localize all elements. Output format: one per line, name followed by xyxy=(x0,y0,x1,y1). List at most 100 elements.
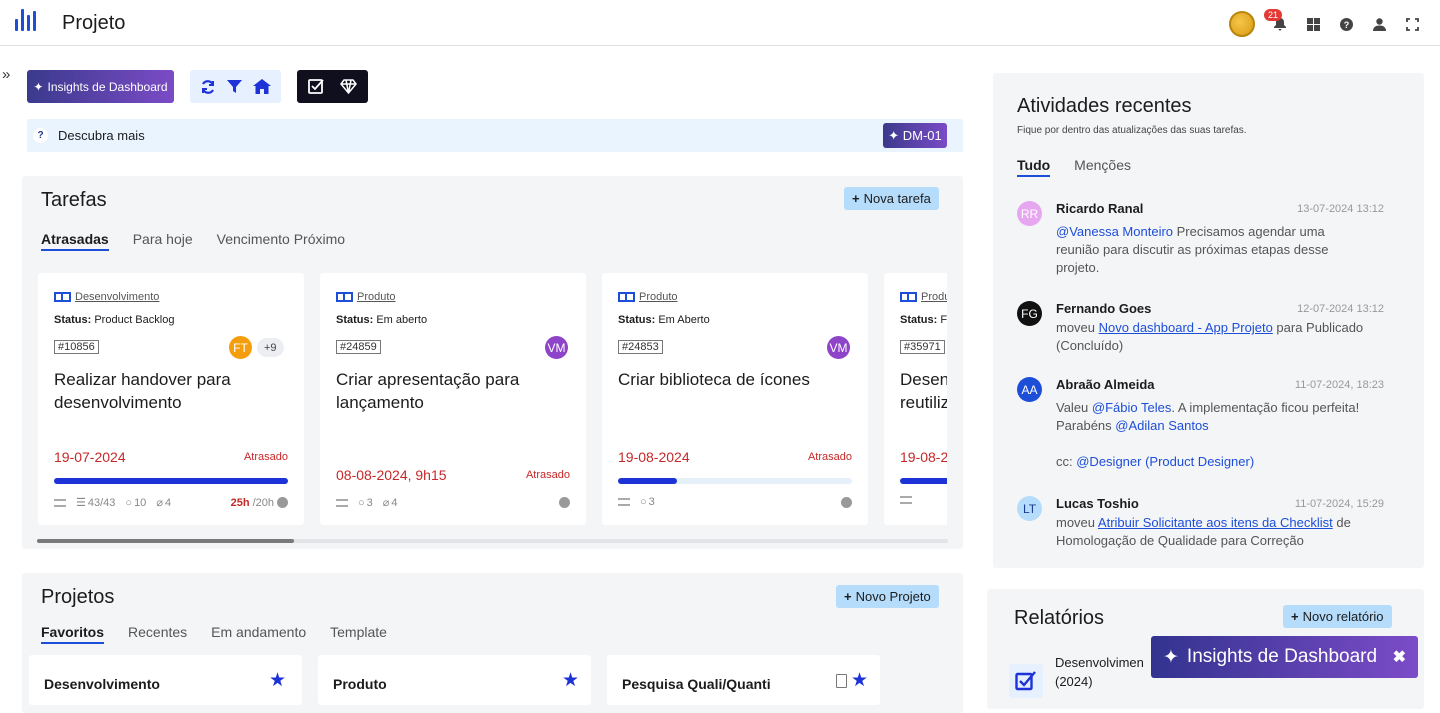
activity-subtitle: Fique por dentro das atualizações das su… xyxy=(1017,125,1247,136)
tab-em-andamento[interactable]: Em andamento xyxy=(211,624,307,640)
timer-icon xyxy=(559,497,570,508)
activity-author[interactable]: Fernando Goes xyxy=(1056,301,1152,316)
card-status: Status: Em aberto xyxy=(336,314,428,326)
card-category[interactable]: Produto xyxy=(618,291,678,303)
checkbox-icon[interactable] xyxy=(308,78,325,95)
card-late-label: Atrasado xyxy=(243,451,288,463)
card-title: Realizar handover para desenvolvimento xyxy=(54,370,231,412)
document-icon[interactable] xyxy=(836,674,847,688)
dark-actions-group xyxy=(297,70,368,103)
filter-icon[interactable] xyxy=(226,79,242,94)
plus-icon: + xyxy=(844,589,852,604)
project-card[interactable]: Pesquisa Quali/Quanti ★ xyxy=(607,655,880,705)
cards-scrollbar[interactable] xyxy=(37,539,948,543)
tab-vencimento-proximo[interactable]: Vencimento Próximo xyxy=(216,231,346,247)
scroll-thumb[interactable] xyxy=(37,539,294,543)
time-tracking xyxy=(559,497,570,508)
dm-button[interactable]: ✦ DM-01 xyxy=(883,123,947,148)
tab-para-hoje[interactable]: Para hoje xyxy=(132,231,193,247)
grid-icon[interactable] xyxy=(1305,16,1321,32)
expand-sidebar-icon[interactable]: » xyxy=(2,66,11,83)
report-check-icon[interactable] xyxy=(1009,664,1043,698)
bell-icon[interactable]: 21 xyxy=(1264,9,1288,32)
project-name: Produto xyxy=(333,676,387,692)
card-status: Status: Fa xyxy=(900,314,947,326)
avatar[interactable]: AA xyxy=(1017,377,1042,402)
projects-title: Projetos xyxy=(41,586,115,608)
activity-text: moveu Novo dashboard - App Projeto para … xyxy=(1056,320,1364,353)
tab-favoritos[interactable]: Favoritos xyxy=(41,624,105,644)
board-icon xyxy=(54,292,71,302)
activity-time: 12-07-2024 13:12 xyxy=(1297,303,1384,315)
new-report-button[interactable]: + Novo relatório xyxy=(1283,605,1392,628)
reports-title: Relatórios xyxy=(1014,607,1105,629)
user-icon[interactable] xyxy=(1371,16,1387,32)
app-title: Projeto xyxy=(62,12,126,34)
coin-icon[interactable] xyxy=(1229,11,1255,37)
task-card[interactable]: Produto Status: Em aberto #24859 VM Cria… xyxy=(320,273,586,525)
star-icon[interactable]: ★ xyxy=(269,670,287,691)
star-icon[interactable]: ★ xyxy=(851,670,869,691)
app-logo-icon[interactable] xyxy=(15,9,36,31)
new-project-button[interactable]: + Novo Projeto xyxy=(836,585,939,608)
comment-icon: ○ xyxy=(125,496,133,509)
card-id: #10856 xyxy=(54,340,99,354)
insights-dashboard-button[interactable]: ✦ Insights de Dashboard xyxy=(27,70,174,103)
floating-insights-button[interactable]: ✦ Insights de Dashboard ✖ xyxy=(1151,636,1418,678)
activity-author[interactable]: Ricardo Ranal xyxy=(1056,201,1144,216)
card-category[interactable]: Produto xyxy=(900,291,947,303)
tab-atrasadas[interactable]: Atrasadas xyxy=(41,231,109,251)
progress-bar xyxy=(618,478,852,484)
fullscreen-icon[interactable] xyxy=(1404,16,1420,32)
projects-tabs: Favoritos Recentes Em andamento Template xyxy=(41,624,387,644)
notifications-badge: 21 xyxy=(1264,9,1283,21)
avatar[interactable]: LT xyxy=(1017,496,1042,521)
card-footer xyxy=(900,496,947,504)
project-card[interactable]: Produto ★ xyxy=(318,655,591,705)
svg-text:?: ? xyxy=(1343,20,1349,30)
description-icon xyxy=(618,498,630,506)
task-card[interactable]: Produto Status: Em Aberto #24853 VM Cria… xyxy=(602,273,868,525)
avatar[interactable]: FT xyxy=(229,336,252,359)
more-assignees[interactable]: +9 xyxy=(257,338,284,357)
card-footer: ○ 3 xyxy=(618,496,852,508)
new-task-button[interactable]: + Nova tarefa xyxy=(844,187,939,210)
card-category[interactable]: Desenvolvimento xyxy=(54,291,159,303)
activity-author[interactable]: Lucas Toshio xyxy=(1056,496,1139,511)
star-icon[interactable]: ★ xyxy=(562,670,580,691)
card-status: Status: Product Backlog xyxy=(54,314,175,326)
avatar[interactable]: VM xyxy=(827,336,850,359)
home-icon[interactable] xyxy=(253,79,272,94)
card-late-label: Atrasado xyxy=(525,469,570,481)
card-id: #35971 xyxy=(900,340,945,354)
project-card[interactable]: Desenvolvimento ★ xyxy=(29,655,302,705)
avatar[interactable]: FG xyxy=(1017,301,1042,326)
help-icon[interactable]: ? xyxy=(1338,16,1354,32)
project-name: Pesquisa Quali/Quanti xyxy=(622,676,771,692)
avatar[interactable]: RR xyxy=(1017,201,1042,226)
refresh-icon[interactable] xyxy=(200,79,216,95)
card-category[interactable]: Produto xyxy=(336,291,396,303)
tab-mencoes[interactable]: Menções xyxy=(1074,157,1131,173)
diamond-icon[interactable] xyxy=(339,79,357,94)
tab-tudo[interactable]: Tudo xyxy=(1017,157,1051,177)
card-title: Desenvolver reutiliz xyxy=(900,370,947,412)
activity-author[interactable]: Abraão Almeida xyxy=(1056,377,1155,392)
close-icon[interactable]: ✖ xyxy=(1392,649,1406,666)
tab-template[interactable]: Template xyxy=(330,624,387,640)
card-title: Criar apresentação para lançamento xyxy=(336,370,520,412)
description-icon xyxy=(900,496,912,504)
task-card[interactable]: Produto Status: Fa #35971 Desenvolver re… xyxy=(884,273,947,525)
question-icon[interactable]: ? xyxy=(33,128,48,143)
card-status: Status: Em Aberto xyxy=(618,314,710,326)
tab-recentes[interactable]: Recentes xyxy=(128,624,188,640)
report-item[interactable]: Desenvolvimen (2024) xyxy=(1055,655,1144,689)
card-late-label: Atrasado xyxy=(807,451,852,463)
top-right-tools: 21 ? xyxy=(1229,9,1420,37)
card-date: 19-08-2024 xyxy=(618,449,690,465)
plus-icon: + xyxy=(1291,609,1299,624)
avatar[interactable]: VM xyxy=(545,336,568,359)
discover-text[interactable]: Descubra mais xyxy=(58,128,145,143)
task-card[interactable]: Desenvolvimento Status: Product Backlog … xyxy=(38,273,304,525)
activity-text: Valeu @Fábio Teles. A implementação fico… xyxy=(1056,400,1360,469)
